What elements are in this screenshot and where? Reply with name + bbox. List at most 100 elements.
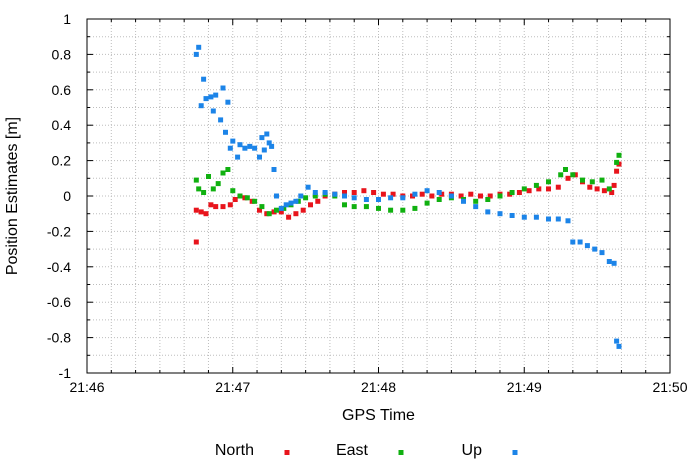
data-point-north	[478, 193, 483, 199]
data-point-north	[232, 197, 238, 202]
data-point-east	[225, 167, 231, 172]
data-point-north	[546, 186, 551, 192]
y-tick-label: 1	[63, 11, 71, 27]
data-point-north	[208, 202, 214, 208]
data-point-north	[565, 175, 571, 181]
series-east	[193, 152, 622, 217]
data-point-up	[592, 246, 598, 252]
data-point-up	[322, 190, 328, 195]
data-point-up	[448, 193, 454, 199]
data-point-east	[259, 204, 265, 210]
y-axis-title: Position Estimates [m]	[4, 117, 21, 275]
data-point-east	[230, 188, 236, 194]
data-point-up	[227, 145, 233, 151]
series-up	[193, 44, 622, 349]
data-point-up	[293, 198, 299, 204]
data-point-north	[193, 207, 199, 213]
data-point-east	[206, 174, 211, 179]
data-point-north	[371, 190, 377, 195]
data-point-up	[351, 195, 357, 201]
series-north	[193, 161, 622, 245]
data-point-up	[210, 108, 216, 114]
data-point-up	[242, 145, 248, 151]
data-point-north	[536, 186, 542, 192]
data-point-east	[274, 207, 279, 213]
y-axis-tick-labels: -1 -0.8 -0.6 -0.4 -0.2 0 0.2 0.4 0.6 0.8 1	[47, 11, 71, 381]
y-tick-label: -0.8	[47, 330, 71, 346]
data-point-north	[594, 186, 600, 192]
data-point-up	[424, 188, 430, 194]
data-point-up	[218, 117, 224, 123]
data-point-east	[244, 195, 250, 201]
data-point-up	[208, 94, 214, 100]
data-point-north	[390, 191, 396, 197]
data-point-east	[220, 170, 226, 176]
data-point-north	[419, 191, 425, 197]
data-point-north	[213, 204, 219, 210]
legend-label-up: Up	[462, 442, 483, 459]
y-tick-label: -0.2	[47, 223, 71, 239]
y-tick-label: 0.2	[52, 153, 72, 169]
data-point-east	[473, 198, 479, 204]
data-point-north	[429, 193, 435, 199]
data-point-east	[599, 177, 605, 183]
data-point-east	[376, 205, 381, 211]
x-tick-label: 21:48	[361, 379, 396, 395]
data-point-up	[332, 191, 338, 197]
data-point-north	[468, 191, 474, 197]
data-point-east	[485, 197, 491, 202]
data-point-up	[288, 200, 294, 206]
data-point-up	[257, 154, 262, 160]
data-point-up	[283, 202, 289, 208]
data-point-east	[616, 152, 622, 158]
data-point-up	[388, 195, 394, 201]
data-point-east	[614, 159, 620, 165]
legend-marker-up	[512, 450, 518, 455]
data-point-up	[546, 216, 551, 222]
y-tick-label: 0.6	[52, 82, 72, 98]
data-point-up	[193, 51, 199, 57]
data-point-east	[252, 198, 258, 204]
x-axis-title: GPS Time	[342, 407, 415, 424]
data-point-up	[225, 99, 231, 105]
y-tick-label: 0.8	[52, 46, 72, 62]
data-point-up	[436, 190, 442, 195]
data-point-up	[599, 250, 605, 256]
data-point-up	[274, 193, 279, 199]
data-point-up	[461, 198, 466, 204]
data-point-up	[606, 259, 612, 264]
data-point-up	[533, 214, 539, 220]
data-point-north	[380, 191, 386, 197]
data-point-east	[606, 186, 612, 192]
data-point-up	[521, 214, 527, 220]
data-point-north	[526, 188, 532, 194]
data-point-north	[286, 214, 292, 220]
data-point-up	[473, 204, 479, 210]
data-point-north	[198, 209, 204, 215]
data-point-up	[271, 167, 277, 172]
data-point-up	[259, 135, 265, 141]
data-point-up	[237, 142, 243, 148]
data-point-up	[201, 76, 207, 82]
data-point-east	[196, 186, 202, 192]
data-point-up	[230, 138, 236, 144]
data-point-up	[261, 147, 267, 153]
x-tick-label: 21:47	[215, 379, 250, 395]
data-point-east	[436, 197, 442, 202]
data-point-east	[237, 193, 243, 199]
grid	[87, 19, 670, 373]
data-point-up	[485, 209, 491, 215]
data-point-up	[223, 129, 228, 135]
data-point-east	[570, 172, 576, 178]
data-point-north	[601, 188, 607, 194]
data-point-up	[400, 195, 406, 201]
data-point-east	[303, 195, 309, 201]
data-point-up	[196, 44, 202, 50]
data-point-north	[361, 188, 367, 194]
data-point-north	[555, 184, 561, 190]
axis-ticks	[86, 18, 671, 374]
data-point-up	[213, 92, 219, 98]
data-point-east	[193, 177, 199, 183]
data-point-east	[215, 181, 221, 187]
data-point-up	[305, 184, 311, 190]
